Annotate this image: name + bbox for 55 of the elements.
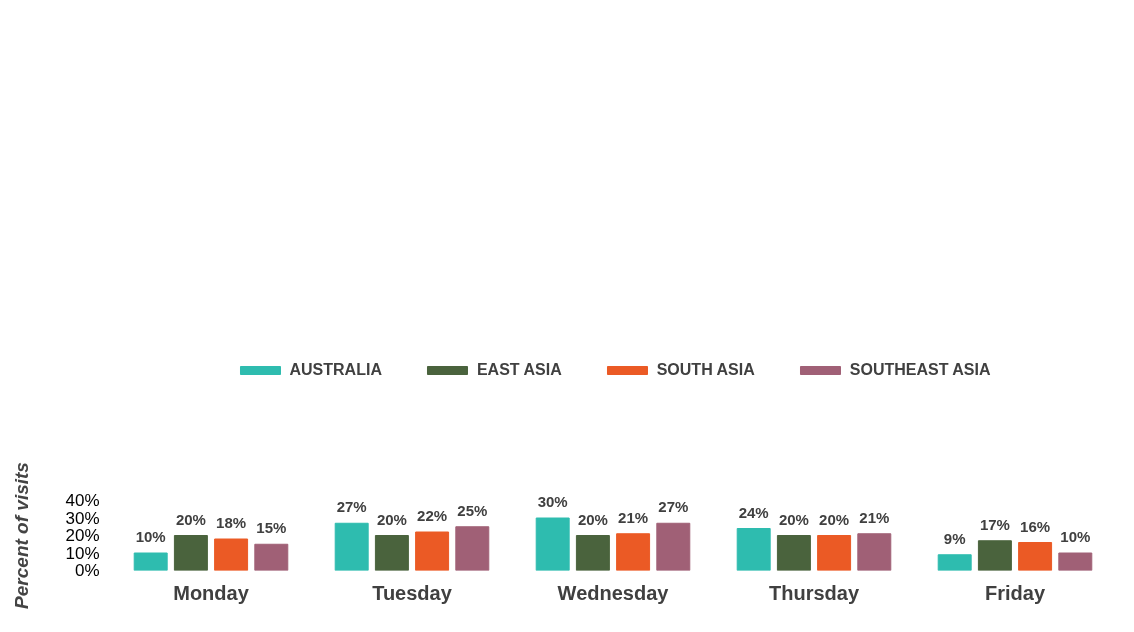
bar <box>817 535 852 571</box>
bar <box>575 535 610 571</box>
y-tick-label: 0% <box>74 561 100 580</box>
bar <box>656 522 691 571</box>
bar <box>776 535 811 571</box>
bar <box>254 543 289 571</box>
bar <box>616 533 651 571</box>
data-label: 20% <box>577 510 608 528</box>
y-tick-label: 20% <box>65 526 100 545</box>
data-label: 10% <box>1060 528 1091 545</box>
x-tick-label: Friday <box>984 581 1046 604</box>
legend-label: SOUTHEAST ASIA <box>849 360 991 380</box>
bar <box>133 552 168 571</box>
data-label: 16% <box>1020 517 1051 535</box>
y-tick-label: 10% <box>65 543 100 563</box>
bar <box>334 522 369 571</box>
data-label: 10% <box>135 528 166 545</box>
bar <box>173 535 208 571</box>
legend-label: AUSTRALIA <box>289 360 382 380</box>
data-label: 22% <box>417 507 448 524</box>
bar <box>415 531 450 571</box>
y-axis-title: Percent of visits <box>11 462 33 609</box>
legend-label: SOUTH ASIA <box>656 360 755 380</box>
data-label: 20% <box>778 510 809 528</box>
data-label: 20% <box>175 510 206 528</box>
data-label: 27% <box>658 498 689 516</box>
bar <box>455 526 490 571</box>
bar <box>1018 542 1053 571</box>
data-label: 24% <box>738 503 769 521</box>
data-label: 18% <box>216 514 247 531</box>
data-label: 25% <box>457 501 488 519</box>
y-tick-label: 40% <box>65 491 100 510</box>
x-tick-label: Monday <box>173 581 250 604</box>
bar <box>857 533 892 571</box>
bar <box>535 517 570 571</box>
x-tick-label: Tuesday <box>372 581 453 604</box>
x-tick-label: Thursday <box>768 581 860 604</box>
bar <box>214 538 249 571</box>
data-label: 15% <box>256 519 287 537</box>
bar <box>937 554 972 571</box>
data-label: 20% <box>376 510 407 528</box>
data-label: 27% <box>336 498 367 516</box>
data-label: 17% <box>979 515 1010 533</box>
bar <box>1058 552 1093 571</box>
data-label: 21% <box>859 508 890 526</box>
data-label: 30% <box>537 493 568 510</box>
bar <box>374 535 409 571</box>
bar <box>736 528 771 571</box>
data-label: 20% <box>819 510 850 528</box>
legend-label: EAST ASIA <box>476 360 562 380</box>
x-tick-label: Wednesday <box>557 581 670 604</box>
data-label: 9% <box>943 529 966 547</box>
bar <box>977 540 1012 571</box>
y-tick-label: 30% <box>65 508 100 528</box>
data-label: 21% <box>618 508 649 526</box>
